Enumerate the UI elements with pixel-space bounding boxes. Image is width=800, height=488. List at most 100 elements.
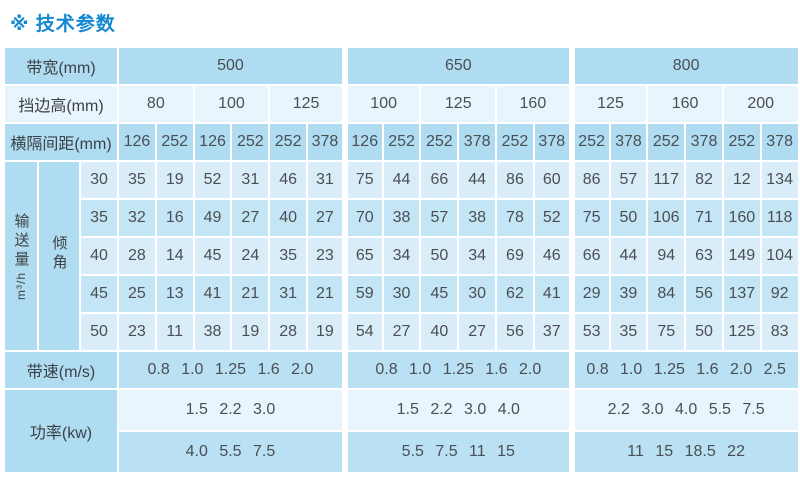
- bandwidth-label: 带宽(mm): [2, 46, 120, 86]
- capacity-cell: 59: [341, 274, 384, 314]
- bandwidth-value-800: 800: [568, 46, 800, 86]
- capacity-cell: 25: [117, 274, 157, 314]
- belt-speed-values: 0.8 1.0 1.25 1.6 2.0 2.5: [568, 350, 800, 390]
- capacity-cell: 149: [721, 236, 762, 276]
- edge-height-value: 80: [117, 84, 195, 124]
- spacing-value: 252: [230, 122, 271, 162]
- capacity-cell: 65: [341, 236, 384, 276]
- capacity-cell: 27: [381, 312, 422, 352]
- capacity-cell: 106: [646, 198, 687, 238]
- capacity-cell: 31: [268, 274, 309, 314]
- angle-label-cell: 倾角: [37, 160, 81, 352]
- capacity-cell: 86: [495, 160, 535, 200]
- capacity-cell: 30: [457, 274, 498, 314]
- spacing-value: 252: [419, 122, 460, 162]
- edge-height-value: 200: [721, 84, 800, 124]
- power-row-1: 功率(kw) 1.5 2.2 3.0 1.5 2.2 3.0 4.0 2.2 3…: [2, 388, 800, 474]
- capacity-cell: 41: [192, 274, 233, 314]
- capacity-cell: 94: [646, 236, 687, 276]
- capacity-cell: 28: [268, 312, 309, 352]
- capacity-cell: 84: [646, 274, 687, 314]
- spacing-value: 378: [532, 122, 573, 162]
- capacity-cell: 66: [568, 236, 611, 276]
- capacity-label: 输送量: [12, 212, 30, 270]
- capacity-cell: 56: [495, 312, 535, 352]
- capacity-cell: 82: [684, 160, 724, 200]
- capacity-cell: 12: [721, 160, 762, 200]
- capacity-cell: 75: [568, 198, 611, 238]
- spacing-value: 378: [457, 122, 498, 162]
- capacity-row-40: 40 28 14 45 24 35 23 65 34 50 34 69 46 6…: [4, 236, 800, 276]
- capacity-cell: 38: [192, 312, 233, 352]
- spacing-value: 126: [341, 122, 384, 162]
- capacity-row-35: 35 32 16 49 27 40 27 70 38 57 38 78 52 7…: [4, 198, 800, 238]
- spacing-value: 252: [568, 122, 611, 162]
- capacity-cell: 29: [568, 274, 611, 314]
- capacity-cell: 39: [608, 274, 649, 314]
- capacity-cell: 86: [568, 160, 611, 200]
- spacing-value: 252: [495, 122, 535, 162]
- edge-height-row: 挡边高(mm) 80 100 125 100 125 160 125 160 2…: [2, 84, 800, 124]
- capacity-cell: 24: [230, 236, 271, 276]
- capacity-cell: 46: [532, 236, 573, 276]
- capacity-cell: 46: [268, 160, 309, 200]
- capacity-cell: 28: [117, 236, 157, 276]
- angle-value: 35: [78, 198, 120, 238]
- capacity-cell: 38: [457, 198, 498, 238]
- angle-value: 40: [78, 236, 120, 276]
- capacity-cell: 57: [419, 198, 460, 238]
- power-values: 4.0 5.5 7.5: [117, 430, 346, 474]
- capacity-cell: 66: [419, 160, 460, 200]
- capacity-cell: 19: [230, 312, 271, 352]
- capacity-cell: 57: [608, 160, 649, 200]
- power-label: 功率(kw): [2, 388, 120, 474]
- spacing-value: 252: [381, 122, 422, 162]
- spacing-value: 378: [306, 122, 346, 162]
- capacity-cell: 32: [117, 198, 157, 238]
- capacity-cell: 62: [495, 274, 535, 314]
- spacing-value: 252: [154, 122, 195, 162]
- belt-speed-values: 0.8 1.0 1.25 1.6 2.0: [341, 350, 573, 390]
- power-values: 2.2 3.0 4.0 5.5 7.5: [568, 388, 800, 432]
- capacity-cell: 14: [154, 236, 195, 276]
- power-values: 11 15 18.5 22: [568, 430, 800, 474]
- capacity-cell: 45: [419, 274, 460, 314]
- spacing-value: 252: [268, 122, 309, 162]
- capacity-cell: 27: [230, 198, 271, 238]
- power-row-2: 4.0 5.5 7.5 5.5 7.5 11 15 11 15 18.5 22: [4, 430, 800, 474]
- capacity-cell: 19: [306, 312, 346, 352]
- capacity-cell: 52: [532, 198, 573, 238]
- capacity-cell: 30: [381, 274, 422, 314]
- capacity-cell: 56: [684, 274, 724, 314]
- capacity-cell: 83: [759, 312, 800, 352]
- bandwidth-row: 带宽(mm) 500 650 800: [2, 46, 800, 86]
- capacity-cell: 40: [268, 198, 309, 238]
- capacity-cell: 137: [721, 274, 762, 314]
- capacity-row-50: 50 23 11 38 19 28 19 54 27 40 27 56 37 5…: [4, 312, 800, 352]
- edge-height-value: 125: [419, 84, 498, 124]
- spacing-value: 126: [192, 122, 233, 162]
- capacity-cell: 44: [457, 160, 498, 200]
- power-values: 5.5 7.5 11 15: [341, 430, 573, 474]
- capacity-cell: 52: [192, 160, 233, 200]
- capacity-cell: 13: [154, 274, 195, 314]
- capacity-cell: 75: [341, 160, 384, 200]
- capacity-cell: 34: [381, 236, 422, 276]
- belt-speed-label: 带速(m/s): [2, 350, 120, 390]
- edge-height-value: 125: [268, 84, 346, 124]
- capacity-cell: 27: [306, 198, 346, 238]
- capacity-row-30: 输送量 m³/h 倾角 30 35 19 52 31 46 31 75 44 6…: [3, 160, 800, 352]
- spacing-value: 378: [684, 122, 724, 162]
- capacity-cell: 60: [532, 160, 573, 200]
- capacity-cell: 11: [154, 312, 195, 352]
- edge-height-value: 125: [568, 84, 649, 124]
- tech-params-table: 带宽(mm) 500 650 800 挡边高(mm) 80 100 125 10…: [2, 46, 800, 474]
- capacity-cell: 92: [759, 274, 800, 314]
- capacity-cell: 69: [495, 236, 535, 276]
- capacity-cell: 21: [230, 274, 271, 314]
- capacity-cell: 31: [306, 160, 346, 200]
- capacity-cell: 35: [268, 236, 309, 276]
- capacity-cell: 50: [608, 198, 649, 238]
- capacity-unit-label: m³/h: [14, 271, 28, 300]
- capacity-cell: 44: [608, 236, 649, 276]
